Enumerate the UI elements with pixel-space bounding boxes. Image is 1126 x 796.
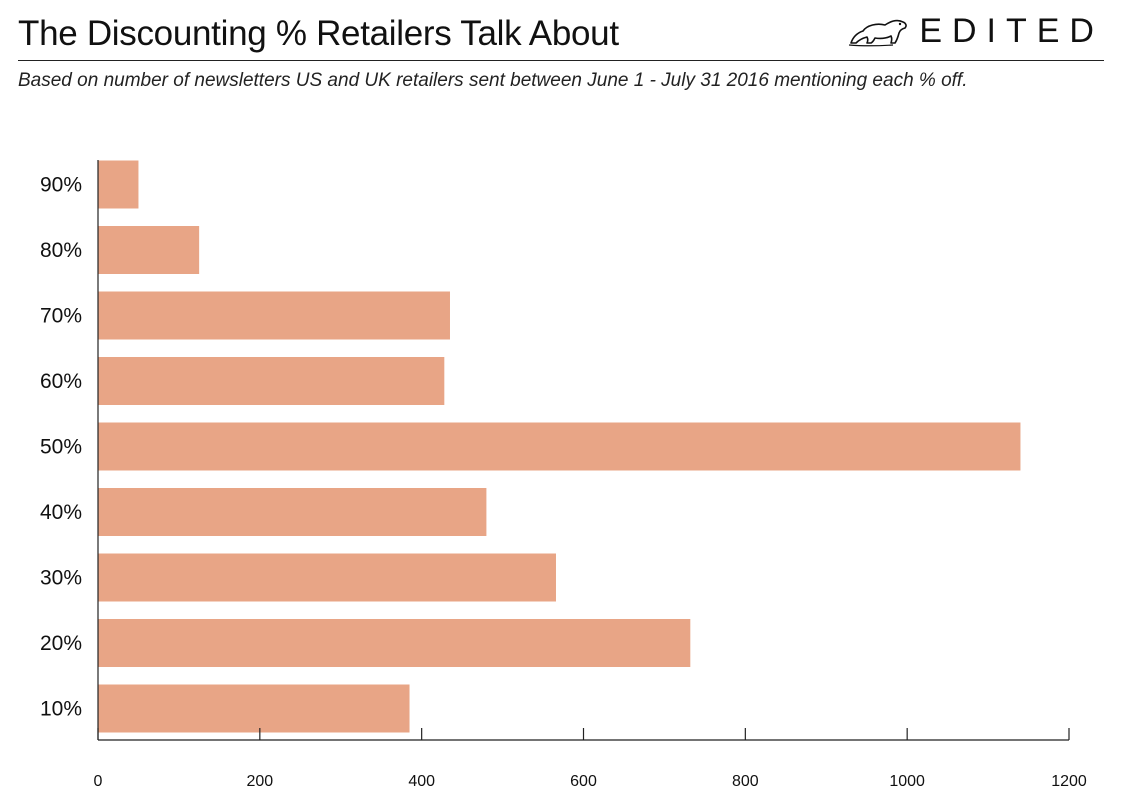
chart-subtitle: Based on number of newsletters US and UK…	[18, 70, 968, 91]
x-tick-label: 400	[408, 773, 435, 790]
category-label: 60%	[40, 370, 82, 393]
category-label: 70%	[40, 305, 82, 328]
category-label: 40%	[40, 501, 82, 524]
category-label: 80%	[40, 239, 82, 262]
x-tick-label: 1200	[1051, 773, 1087, 790]
bar-20pct	[98, 619, 691, 667]
brand-name: EDITED	[919, 12, 1104, 50]
bar-40pct	[98, 488, 487, 536]
chart-title: The Discounting % Retailers Talk About	[18, 14, 619, 53]
polar-bear-icon	[849, 19, 908, 46]
category-label: 10%	[40, 698, 82, 721]
bar-90pct	[98, 160, 139, 209]
brand-logo: EDITED	[847, 12, 1104, 51]
x-tick-label: 600	[570, 773, 597, 790]
bar-30pct	[98, 553, 556, 602]
x-tick-label: 1000	[889, 773, 925, 790]
category-label: 50%	[40, 436, 82, 459]
title-divider	[18, 60, 1104, 61]
category-label: 90%	[40, 174, 82, 197]
category-label: 20%	[40, 632, 82, 655]
x-tick-label: 200	[246, 773, 273, 790]
category-label: 30%	[40, 567, 82, 590]
bar-70pct	[98, 291, 450, 340]
x-tick-label: 800	[732, 773, 759, 790]
bar-10pct	[98, 684, 410, 733]
x-tick-label: 0	[94, 773, 103, 790]
bar-50pct	[98, 422, 1021, 471]
bar-60pct	[98, 357, 445, 405]
bar-80pct	[98, 226, 200, 274]
